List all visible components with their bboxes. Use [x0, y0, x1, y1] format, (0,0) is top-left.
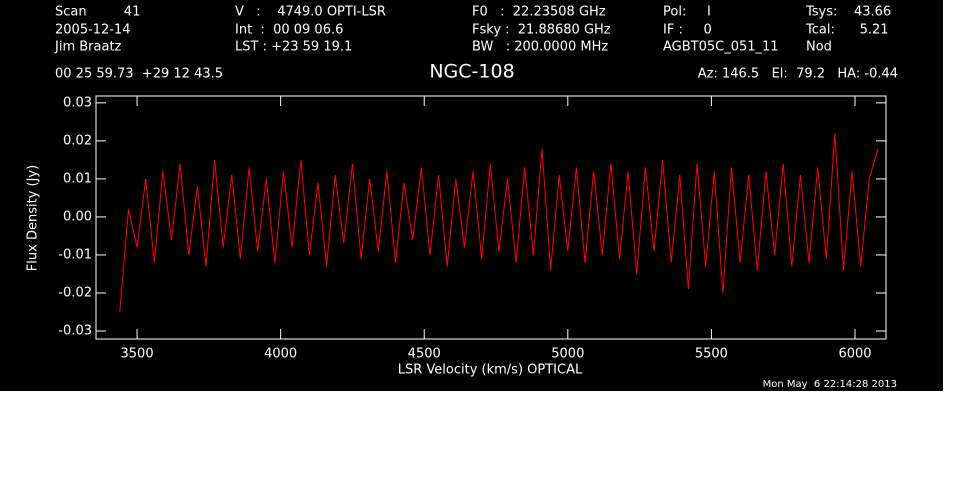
coordinates: 00 25 59.73 +29 12 43.5	[55, 67, 223, 82]
y-tick-label: -0.02	[58, 285, 92, 300]
spectrum-line	[119, 133, 879, 313]
y-tick-label: -0.01	[58, 247, 92, 262]
timestamp: Mon May 6 22:14:28 2013	[763, 379, 897, 390]
header-field: F0 : 22.23508 GHz	[472, 5, 606, 20]
y-tick-label: 0.00	[63, 209, 92, 224]
plot-frame	[95, 95, 887, 340]
y-axis-label: Flux Density (Jy)	[26, 165, 41, 271]
header-field: Fsky : 21.88680 GHz	[472, 23, 611, 38]
chart-title: NGC-108	[429, 61, 514, 83]
header-field: BW : 200.0000 MHz	[472, 40, 608, 55]
header-field: Jim Braatz	[54, 40, 122, 55]
y-tick-label: -0.03	[58, 324, 92, 339]
y-tick-label: 0.03	[63, 95, 92, 110]
x-tick-label: 6000	[838, 347, 871, 362]
pointing: Az: 146.5 El: 79.2 HA: -0.44	[698, 67, 898, 82]
header-field: V : 4749.0 OPTI-LSR	[235, 5, 386, 20]
x-tick-label: 4500	[408, 347, 441, 362]
x-axis-label: LSR Velocity (km/s) OPTICAL	[398, 363, 583, 378]
header-field: Int : 00 09 06.6	[235, 23, 343, 38]
header-field: Tcal: 5.21	[805, 23, 889, 38]
plot-background	[0, 0, 943, 391]
x-tick-label: 5000	[551, 347, 584, 362]
header-field: 2005-12-14	[55, 23, 131, 38]
header-field: Nod	[806, 40, 832, 55]
header-field: IF : 0	[663, 23, 712, 38]
header-field: AGBT05C_051_11	[663, 40, 779, 55]
header-field: Scan 41	[55, 5, 140, 20]
y-tick-label: 0.01	[63, 171, 92, 186]
x-tick-label: 4000	[264, 347, 297, 362]
x-tick-label: 3500	[121, 347, 154, 362]
y-tick-label: 0.02	[63, 133, 92, 148]
header-field: Tsys: 43.66	[805, 5, 891, 20]
header-field: LST : +23 59 19.1	[235, 40, 352, 55]
header-field: Pol: I	[663, 5, 711, 20]
x-tick-label: 5500	[695, 347, 728, 362]
